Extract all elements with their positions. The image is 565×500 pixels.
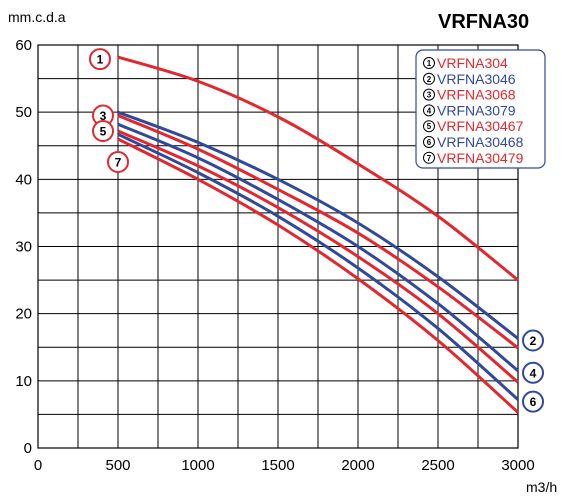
y-tick-label: 40: [15, 171, 32, 188]
x-tick-label: 1500: [261, 457, 294, 474]
legend-number-circle: [423, 151, 435, 164]
series-line: [117, 129, 519, 384]
curve-marker: 4: [522, 361, 544, 384]
curve-marker-label: 3: [100, 109, 107, 123]
legend-number: 6: [427, 138, 432, 147]
y-tick-label: 60: [15, 37, 32, 54]
y-tick-label: 30: [15, 239, 32, 256]
x-tick-label: 2000: [341, 457, 374, 474]
chart-curves: [117, 55, 520, 414]
curve-marker-circle: [89, 48, 111, 71]
series-line: [117, 122, 519, 372]
x-axis-label: m3/h: [526, 479, 557, 495]
curve-marker: 3: [92, 104, 114, 127]
legend-label: VRFNA3079: [437, 102, 516, 118]
legend-number-circle: [423, 88, 435, 101]
curve-marker-circle: [522, 361, 544, 384]
series-line: [117, 137, 520, 414]
x-tick-label: 2500: [421, 457, 454, 474]
x-tick-label: 500: [105, 457, 130, 474]
legend-item: 6 VRFNA30468: [423, 134, 524, 150]
legend-number: 3: [427, 91, 432, 100]
legend-item: 5 VRFNA30467: [423, 118, 524, 134]
curve-marker-label: 4: [530, 366, 537, 380]
legend-item: 4 VRFNA3079: [423, 102, 516, 118]
legend-number: 2: [427, 75, 432, 84]
legend-box: [415, 49, 546, 169]
legend-item: 1 VRFNA304: [423, 55, 508, 71]
curve-marker: 2: [522, 329, 544, 352]
curve-marker: 7: [107, 151, 129, 173]
chart-title: VRFNA30: [438, 11, 529, 33]
curve-marker-label: 1: [97, 53, 104, 67]
legend-item: 2 VRFNA3046: [423, 71, 516, 87]
legend-item: 7 VRFNA30479: [423, 150, 524, 166]
legend-label: VRFNA3046: [437, 71, 516, 87]
curve-marker-circle: [107, 151, 129, 173]
legend-label: VRFNA30467: [437, 118, 524, 134]
curve-marker-label: 6: [530, 395, 537, 409]
legend-number: 1: [427, 59, 432, 68]
legend-number: 4: [427, 106, 432, 115]
plot-frame: [37, 44, 519, 449]
curve-marker-circle: [522, 390, 544, 413]
x-tick-label: 0: [34, 457, 42, 474]
legend-number-circle: [423, 72, 435, 85]
legend-label: VRFNA304: [437, 55, 508, 71]
y-tick-label: 20: [15, 306, 32, 323]
x-tick-label: 3000: [501, 457, 534, 474]
curve-marker-label: 2: [530, 334, 537, 348]
legend-number: 5: [427, 122, 432, 131]
series-line: [117, 132, 519, 401]
series-line: [117, 55, 519, 282]
legend-item: 3 VRFNA3068: [423, 87, 516, 103]
y-tick-label: 0: [24, 440, 32, 457]
x-tick-label: 1000: [181, 457, 214, 474]
y-tick-label: 10: [15, 373, 32, 390]
y-axis-ticks: 0 10 20 30 40 50 60: [15, 37, 32, 457]
curve-marker: 1: [89, 48, 111, 71]
curve-marker-circle: [92, 119, 114, 142]
curve-marker-label: 7: [115, 156, 122, 170]
curve-marker: 6: [522, 390, 544, 413]
y-tick-label: 50: [15, 104, 32, 121]
curve-marker: 5: [92, 119, 114, 142]
legend-label: VRFNA3068: [437, 87, 516, 103]
legend-number-circle: [423, 104, 435, 117]
legend-number-circle: [423, 120, 435, 133]
legend-number-circle: [423, 136, 435, 148]
series-line: [117, 110, 519, 340]
curve-marker-circle: [522, 329, 544, 352]
x-axis-ticks: 0 500 1000 1500 2000 2500 3000: [34, 457, 535, 474]
legend-number-circle: [423, 57, 435, 69]
legend-number: 7: [427, 154, 432, 163]
curve-marker-label: 5: [100, 124, 107, 138]
legend-label: VRFNA30479: [437, 150, 524, 166]
series-line: [117, 114, 519, 350]
y-axis-label: mm.c.d.a: [8, 9, 66, 25]
legend-label: VRFNA30468: [437, 134, 524, 150]
